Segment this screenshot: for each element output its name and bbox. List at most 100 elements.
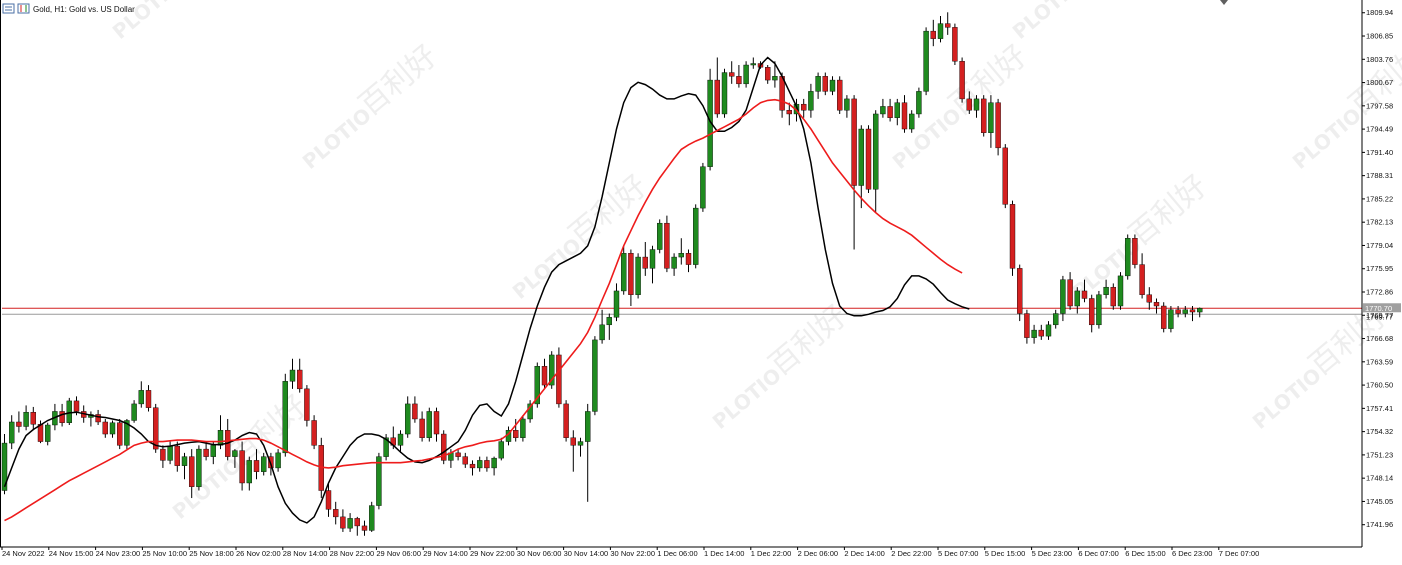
candle <box>484 456 490 472</box>
candle <box>419 411 425 442</box>
price-tick-label: 1769.77 <box>1366 311 1393 320</box>
time-tick-label: 6 Dec 07:00 <box>1078 549 1118 558</box>
candle <box>239 441 245 491</box>
candle-body <box>253 460 260 472</box>
candle-body <box>981 98 987 133</box>
candle <box>765 65 771 84</box>
chart-header: Gold, H1: Gold vs. US Dollar <box>2 3 135 14</box>
price-tick-label: 1754.32 <box>1366 427 1393 436</box>
candle-body <box>196 448 202 487</box>
candle-body <box>570 437 576 446</box>
candle-body <box>585 411 591 442</box>
candle-body <box>671 256 677 269</box>
candle <box>1139 253 1145 299</box>
candle <box>887 98 893 122</box>
candle-body <box>729 72 735 77</box>
price-tick-label: 1800.67 <box>1366 78 1393 87</box>
price-tick-label: 1794.49 <box>1366 125 1393 134</box>
candle <box>549 351 555 389</box>
candle-body <box>988 102 994 133</box>
candle-body <box>606 317 612 326</box>
candle-body <box>1182 309 1189 314</box>
watermark-layer: PLOTIO百利好PLOTIO百利好PLOTIO百利好PLOTIO百利好PLOT… <box>108 0 1402 524</box>
candle-body <box>966 98 972 111</box>
candle <box>693 204 699 269</box>
time-tick-label: 5 Dec 07:00 <box>938 549 978 558</box>
candle <box>1081 279 1088 303</box>
candle-body <box>930 30 936 39</box>
candle-body <box>59 411 65 423</box>
price-tick-label: 1763.59 <box>1366 357 1393 366</box>
candle-body <box>1009 204 1016 269</box>
candle-body <box>340 516 346 529</box>
candle-body <box>297 369 303 390</box>
candle-body <box>887 106 893 118</box>
candle-body <box>772 76 778 81</box>
candle <box>23 405 29 431</box>
candle <box>131 400 137 423</box>
candle <box>1132 234 1138 269</box>
candle <box>1009 200 1016 276</box>
candle <box>383 434 389 461</box>
time-tick-label: 29 Nov 06:00 <box>376 549 421 558</box>
candle-body <box>721 72 728 115</box>
candle-body <box>405 403 411 435</box>
candle-body <box>498 441 504 459</box>
candle <box>1017 264 1023 322</box>
candle-body <box>1088 298 1095 326</box>
candle-body <box>750 63 756 66</box>
candle-body <box>520 418 526 438</box>
candle <box>498 437 504 461</box>
candle <box>707 68 713 171</box>
candle <box>585 403 591 502</box>
candle-body <box>563 403 569 438</box>
candle <box>981 95 987 137</box>
candle-type-icon[interactable] <box>17 3 30 14</box>
candle-body <box>1160 305 1167 329</box>
candle <box>541 358 548 389</box>
candle <box>873 110 879 212</box>
candle-body <box>1 442 8 491</box>
candle <box>477 456 483 472</box>
candle-body <box>167 445 173 461</box>
candle-body <box>8 421 15 444</box>
candle <box>347 513 353 532</box>
candle-body <box>1067 279 1073 307</box>
candle-body <box>66 400 73 423</box>
candle-body <box>1038 329 1045 337</box>
moving-average-layer <box>3 56 970 524</box>
candle-body <box>1168 309 1174 329</box>
candle-body <box>685 253 692 265</box>
candle-body <box>700 166 706 209</box>
time-tick-label: 5 Dec 15:00 <box>985 549 1025 558</box>
current-price-tag <box>1363 303 1401 313</box>
candle <box>808 83 814 118</box>
candle <box>1153 298 1160 314</box>
scroll-marker-icon[interactable] <box>1220 0 1228 5</box>
time-tick-label: 28 Nov 22:00 <box>330 549 375 558</box>
candle-body <box>1052 313 1059 326</box>
candle-body <box>642 256 648 269</box>
candle-body <box>181 456 188 466</box>
time-tick-label: 24 Nov 23:00 <box>96 549 141 558</box>
candle <box>894 98 900 126</box>
candle <box>1146 287 1153 310</box>
candle <box>592 336 598 416</box>
candle <box>930 19 936 47</box>
candle <box>1096 290 1102 329</box>
candle <box>1189 306 1196 322</box>
candle-body <box>1110 286 1117 307</box>
candle <box>433 407 440 442</box>
candle <box>188 449 195 499</box>
candle-body <box>369 505 375 531</box>
candle-body <box>851 98 857 186</box>
candle <box>297 358 303 393</box>
candle <box>995 98 1001 156</box>
candle-body <box>383 437 389 457</box>
price-tick-label: 1797.58 <box>1366 101 1393 110</box>
chart-menu-icon[interactable] <box>2 3 15 14</box>
price-tick-label: 1782.13 <box>1366 218 1393 227</box>
candle-body <box>441 433 447 461</box>
candle <box>282 373 288 457</box>
candle-body <box>829 79 836 92</box>
